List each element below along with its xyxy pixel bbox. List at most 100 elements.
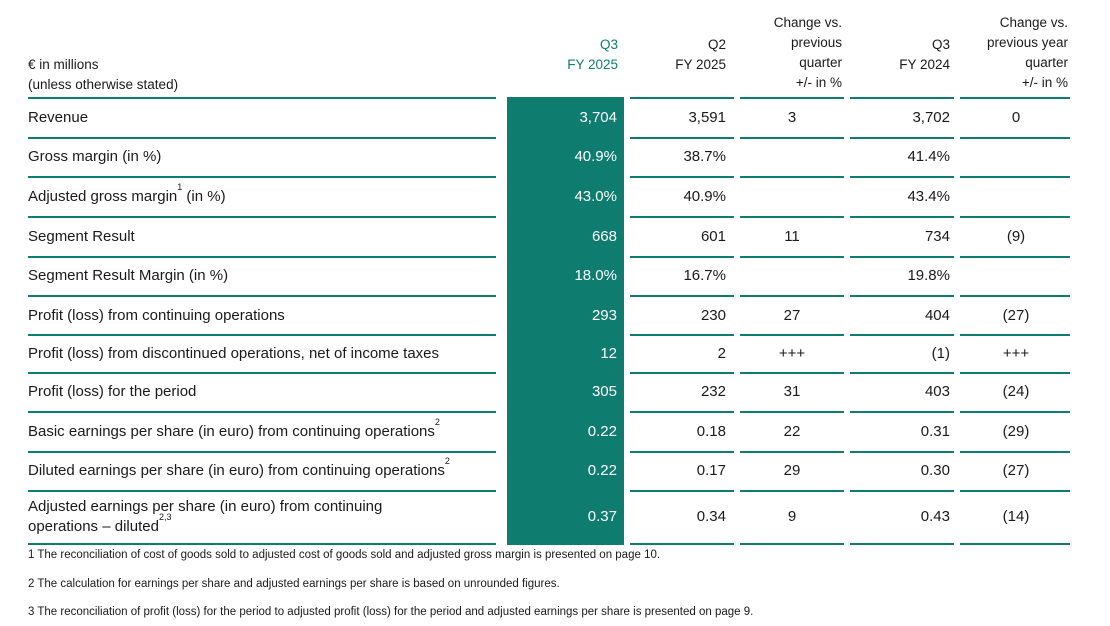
cell-q2-fy2025: 40.9%	[683, 188, 726, 205]
row-label: Segment Result Margin (in %)	[28, 266, 228, 286]
col-header-text: previous year	[986, 35, 1068, 50]
cell-change-year: (14)	[1002, 508, 1030, 525]
row-separator	[960, 451, 1070, 453]
row-label-text: Diluted earnings per share (in euro) fro…	[28, 462, 445, 479]
row-separator	[850, 490, 954, 492]
cell-q2-fy2025: 16.7%	[683, 267, 726, 284]
row-label-text: Basic earnings per share (in euro) from …	[28, 423, 435, 440]
row-label-text: operations – diluted	[28, 518, 159, 535]
row-separator	[850, 334, 954, 336]
row-separator	[960, 295, 1070, 297]
cell-change-year: (29)	[1002, 423, 1030, 440]
cell-q3-fy2025: 0.22	[587, 423, 617, 440]
row-separator	[740, 490, 844, 492]
row-separator	[960, 372, 1070, 374]
row-label: Adjusted gross margin1 (in %)	[28, 183, 226, 207]
cell-q2-fy2025: 232	[700, 383, 726, 400]
row-label-text: Revenue	[28, 109, 89, 126]
row-separator	[960, 137, 1070, 139]
row-separator	[28, 137, 496, 139]
cell-change-year: (27)	[1002, 307, 1030, 324]
row-separator	[630, 137, 734, 139]
row-label: Profit (loss) from discontinued operatio…	[28, 344, 439, 364]
cell-q3-fy2025: 668	[591, 228, 617, 245]
cell-change-quarter: 22	[783, 423, 801, 440]
cell-q2-fy2025: 3,591	[688, 109, 726, 126]
row-separator	[630, 543, 734, 545]
cell-q2-fy2025: 601	[700, 228, 726, 245]
row-label-text: (in %)	[182, 188, 226, 205]
row-label: Gross margin (in %)	[28, 147, 161, 167]
header-rule	[630, 97, 734, 99]
col-header-text: quarter	[799, 55, 842, 70]
cell-q3-fy2024: 19.8%	[907, 267, 950, 284]
row-separator	[630, 372, 734, 374]
row-separator	[28, 451, 496, 453]
cell-q3-fy2025: 293	[591, 307, 617, 324]
cell-q3-fy2024: 41.4%	[907, 148, 950, 165]
row-label-text: operations – diluted2,3	[28, 513, 382, 537]
cell-change-year: (9)	[1006, 228, 1026, 245]
footnote-ref: 2	[444, 456, 450, 466]
cell-change-year: 0	[1011, 109, 1021, 126]
footnote-ref: 1	[177, 182, 183, 192]
cell-q3-fy2025: 40.9%	[574, 148, 617, 165]
row-label-text: Segment Result	[28, 228, 135, 245]
cell-q2-fy2025: 0.18	[696, 423, 726, 440]
row-separator	[28, 411, 496, 413]
cell-change-year: +++	[1002, 345, 1030, 362]
row-separator	[630, 176, 734, 178]
col-header-text: Change vs.	[773, 15, 842, 30]
row-separator	[740, 216, 844, 218]
footnote-1: 1 The reconciliation of cost of goods so…	[28, 549, 661, 561]
row-separator	[850, 451, 954, 453]
col-header-q3-fy2024: Q3 FY 2024	[870, 35, 950, 75]
header-rule	[960, 97, 1070, 99]
row-separator	[960, 543, 1070, 545]
cell-q3-fy2025: 18.0%	[574, 267, 617, 284]
row-separator	[850, 543, 954, 545]
row-separator	[630, 256, 734, 258]
row-separator	[960, 216, 1070, 218]
row-separator	[850, 372, 954, 374]
cell-q3-fy2025: 305	[591, 383, 617, 400]
row-label-text: Profit (loss) for the period	[28, 383, 197, 400]
row-separator	[850, 176, 954, 178]
row-separator	[740, 295, 844, 297]
row-separator	[630, 216, 734, 218]
col-header-change-year: Change vs. previous year quarter +/- in …	[960, 13, 1068, 93]
row-label: Segment Result	[28, 227, 135, 247]
cell-q3-fy2025: 43.0%	[574, 188, 617, 205]
row-separator	[630, 411, 734, 413]
cell-change-quarter: 29	[783, 462, 801, 479]
cell-change-quarter: 11	[784, 228, 800, 245]
row-separator	[28, 216, 496, 218]
row-label: Profit (loss) from continuing operations	[28, 306, 285, 326]
col-header-text: FY 2025	[675, 57, 726, 72]
cell-q3-fy2024: 43.4%	[907, 188, 950, 205]
row-label: Adjusted earnings per share (in euro) fr…	[28, 497, 382, 537]
row-label-text: Adjusted earnings per share (in euro) fr…	[28, 498, 383, 515]
row-separator	[28, 372, 496, 374]
cell-change-year: (27)	[1002, 462, 1030, 479]
cell-q3-fy2024: (1)	[931, 345, 950, 362]
col-header-text: Q3	[599, 37, 618, 52]
col-header-q3-fy2025: Q3 FY 2025	[540, 35, 618, 75]
cell-q3-fy2024: 3,702	[912, 109, 950, 126]
row-separator	[28, 176, 496, 178]
row-separator	[960, 334, 1070, 336]
row-separator	[960, 256, 1070, 258]
col-header-text: +/- in %	[1021, 75, 1068, 90]
col-header-text: Change vs.	[999, 15, 1068, 30]
row-separator	[740, 411, 844, 413]
cell-q3-fy2025: 0.37	[587, 508, 617, 525]
col-header-text: Q2	[707, 37, 726, 52]
row-separator	[740, 256, 844, 258]
col-header-change-quarter: Change vs. previous quarter +/- in %	[740, 13, 842, 93]
cell-q3-fy2024: 404	[924, 307, 950, 324]
header-rule	[850, 97, 954, 99]
cell-q2-fy2025: 230	[700, 307, 726, 324]
row-separator	[630, 334, 734, 336]
cell-change-year: (24)	[1002, 383, 1030, 400]
row-label: Diluted earnings per share (in euro) fro…	[28, 457, 450, 481]
